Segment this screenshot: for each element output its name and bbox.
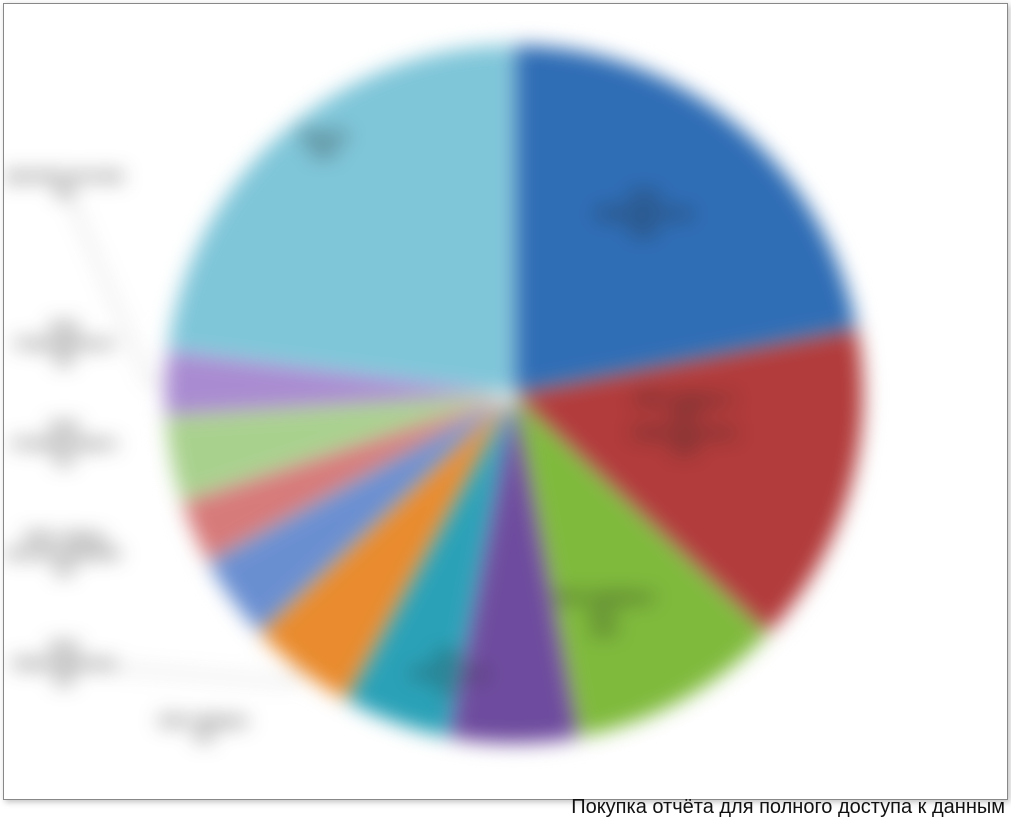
chart-frame: ООО «Предприятие» 22%ООО «Завод» и ОАО «…	[3, 3, 1008, 800]
blurred-chart-layer: ООО «Предприятие» 22%ООО «Завод» и ОАО «…	[4, 4, 1007, 799]
purchase-caption: Покупка отчёта для полного доступа к дан…	[571, 796, 1005, 819]
leader-line	[64, 664, 299, 682]
leader-line	[64, 184, 164, 383]
leader-lines	[4, 4, 1007, 799]
